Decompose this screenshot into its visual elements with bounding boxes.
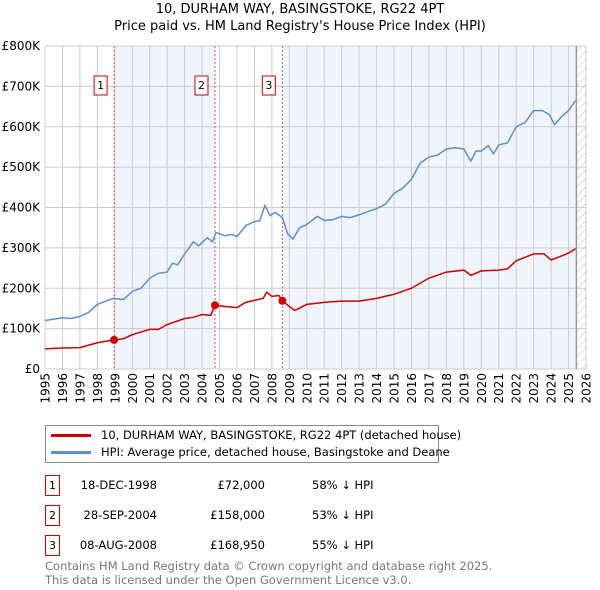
x-tick-label: 2012: [335, 373, 349, 404]
sale-point: [110, 335, 119, 344]
x-tick-label: 2004: [196, 373, 210, 404]
x-tick-label: 2001: [143, 373, 157, 404]
chart-title: 10, DURHAM WAY, BASINGSTOKE, RG22 4PT: [155, 2, 445, 17]
legend-swatch-hpi: [51, 450, 91, 454]
sale-marker-box: [194, 75, 209, 96]
x-tick-label: 2003: [178, 373, 192, 404]
sale-marker-box: [261, 75, 276, 96]
sale-marker-box: [93, 75, 108, 96]
x-tick-label: 2013: [353, 373, 367, 404]
sale-hpi-diff: 53% ↓ HPI: [312, 508, 374, 522]
x-tick-label: 2026: [580, 373, 594, 404]
sale-badge: 2: [45, 505, 60, 526]
sale-row: 1 18-DEC-1998 £72,000 58% ↓ HPI: [45, 475, 445, 497]
legend-label-hpi: HPI: Average price, detached house, Basi…: [101, 445, 450, 459]
price-chart: 1995 1996 1997 1998 1999 2000 2001 2002 2003 2004…: [2, 39, 594, 404]
x-tick-label: 2005: [213, 373, 227, 404]
x-tick-label: 2000: [126, 373, 140, 404]
sale-badge: 3: [45, 535, 60, 556]
x-tick-label: 2025: [562, 373, 576, 404]
legend: 10, DURHAM WAY, BASINGSTOKE, RG22 4PT (d…: [45, 425, 461, 463]
x-tick-label: 2024: [545, 373, 559, 404]
sale-price: £72,000: [217, 478, 265, 492]
legend-label-property: 10, DURHAM WAY, BASINGSTOKE, RG22 4PT (d…: [101, 428, 462, 442]
y-tick-label: £700K: [2, 79, 42, 93]
y-tick-label: £500K: [2, 160, 42, 174]
sale-badge: 1: [45, 475, 60, 496]
x-tick-label: 2008: [265, 373, 279, 404]
y-tick-label: £800K: [2, 39, 42, 53]
sale-price: £158,000: [210, 508, 265, 522]
x-tick-label: 1997: [73, 373, 87, 404]
x-tick-label: 1996: [56, 373, 70, 404]
sale-marker-label: 3: [265, 79, 272, 92]
sale-row: 3 08-AUG-2008 £168,950 55% ↓ HPI: [45, 535, 445, 557]
x-tick-label: 2016: [405, 373, 419, 404]
y-tick-label: £100K: [2, 322, 42, 336]
sale-date: 28-SEP-2004: [83, 508, 157, 522]
x-tick-label: 2023: [527, 373, 541, 404]
x-tick-label: 2002: [161, 373, 175, 404]
sale-point: [210, 301, 219, 310]
footer-licence: This data is licensed under the Open Gov…: [45, 573, 412, 587]
x-tick-label: 2018: [440, 373, 454, 404]
chart-subtitle: Price paid vs. HM Land Registry's House …: [114, 19, 486, 34]
x-tick-label: 2017: [422, 373, 436, 404]
y-tick-label: £300K: [2, 241, 42, 255]
sale-hpi-diff: 58% ↓ HPI: [312, 478, 374, 492]
y-tick-label: £400K: [2, 201, 42, 215]
series-line: [44, 100, 577, 322]
x-tick-label: 2019: [457, 373, 471, 404]
x-tick-label: 2022: [510, 373, 524, 404]
x-tick-label: 1998: [91, 373, 105, 404]
x-tick-label: 2007: [248, 373, 262, 404]
x-tick-label: 2021: [492, 373, 506, 404]
sale-point: [278, 296, 287, 305]
x-tick-label: 2011: [318, 373, 332, 404]
x-tick-label: 2009: [283, 373, 297, 404]
sale-date: 18-DEC-1998: [80, 478, 157, 492]
x-tick-label: 2006: [230, 373, 244, 404]
x-tick-label: 1999: [108, 373, 122, 404]
x-tick-label: 2010: [300, 373, 314, 404]
sale-marker-label: 1: [97, 79, 104, 92]
x-tick-label: 2014: [370, 373, 384, 404]
sale-date: 08-AUG-2008: [79, 538, 157, 552]
x-tick-label: 2015: [388, 373, 402, 404]
x-tick-label: 1995: [39, 373, 53, 404]
y-tick-label: £200K: [2, 281, 42, 295]
sale-price: £168,950: [210, 538, 265, 552]
footer-copyright: Contains HM Land Registry data © Crown c…: [45, 559, 493, 573]
x-tick-label: 2020: [475, 373, 489, 404]
legend-swatch-property: [51, 433, 91, 437]
y-tick-label: £0: [25, 362, 40, 376]
sale-row: 2 28-SEP-2004 £158,000 53% ↓ HPI: [45, 505, 445, 527]
sale-hpi-diff: 55% ↓ HPI: [312, 538, 374, 552]
y-tick-label: £600K: [2, 120, 42, 134]
sale-marker-label: 2: [198, 79, 205, 92]
